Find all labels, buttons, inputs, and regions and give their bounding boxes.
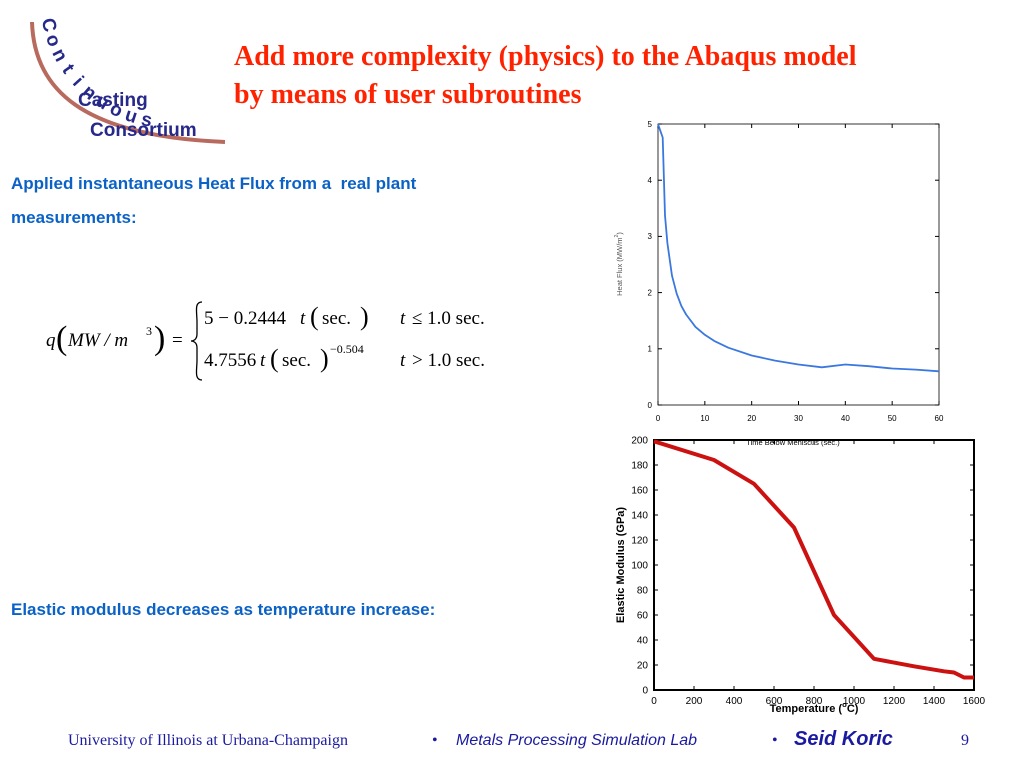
footer-bullet: •: [432, 732, 438, 749]
x-tick-label: 1200: [883, 696, 906, 707]
x-tick-label: 800: [806, 696, 823, 707]
x-tick-label: 0: [656, 414, 661, 423]
x-axis-label: Temperature (oC): [770, 700, 859, 715]
x-tick-label: 1400: [923, 696, 946, 707]
equation-units-exponent: 3: [146, 324, 152, 338]
x-tick-label: 0: [651, 696, 657, 707]
slide-footer: University of Illinois at Urbana-Champai…: [0, 728, 1024, 758]
y-axis-label: Heat Flux (MW/m2): [614, 232, 624, 296]
y-tick-label: 200: [631, 436, 648, 447]
equation-units: MW / m: [68, 330, 129, 351]
equation-equals: =: [172, 330, 183, 351]
x-tick-label: 40: [841, 414, 850, 423]
y-tick-label: 2: [648, 288, 653, 297]
slide-title-line-1: Add more complexity (physics) to the Aba…: [234, 41, 857, 72]
footer-bullet: •: [772, 732, 778, 749]
heat-flux-chart: 0102030405060012345Time Below Meniscus (…: [614, 120, 944, 423]
logo-arc: [30, 21, 226, 144]
equation-case2-rparen: ): [320, 344, 329, 373]
equation-case1-condition-t: t: [400, 308, 406, 329]
equation-lparen: (: [56, 320, 68, 357]
heat-flux-equation: q ( MW / m 3 ) = 5 − 0.2444 t ( sec. ) t…: [38, 300, 558, 382]
heat-flux-description-line-2: measurements:: [11, 208, 137, 227]
y-tick-label: 20: [637, 661, 649, 672]
footer-university: University of Illinois at Urbana-Champai…: [68, 732, 348, 749]
heat-flux-description-line-1: Applied instantaneous Heat Flux from a r…: [11, 174, 417, 193]
elastic-modulus-description: Elastic modulus decreases as temperature…: [11, 600, 436, 619]
equation-rparen: ): [154, 320, 166, 357]
slide-title: Add more complexity (physics) to the Aba…: [234, 38, 1014, 114]
y-tick-label: 60: [637, 611, 649, 622]
equation-case1-lparen: (: [310, 302, 319, 331]
equation-case2-condition-t: t: [400, 350, 406, 371]
logo-letter: n: [47, 45, 71, 65]
logo-letter: C: [37, 18, 61, 34]
x-tick-label: 10: [700, 414, 709, 423]
equation-case2-t: t: [260, 350, 266, 371]
heat-flux-x-axis-label-overlap: Time Below Meniscus (sec.): [746, 438, 840, 447]
equation-q: q: [46, 330, 56, 351]
x-tick-label: 50: [888, 414, 897, 423]
equation-case2-exponent: −0.504: [330, 342, 364, 356]
equation-case2-expression: 4.7556: [204, 350, 257, 371]
footer-lab-name: Metals Processing Simulation Lab: [456, 732, 698, 749]
equation-case2-unit: sec.: [282, 350, 312, 371]
plot-frame: [653, 439, 975, 691]
logo-word-consortium: Consortium: [90, 120, 197, 141]
y-tick-label: 140: [631, 511, 648, 522]
y-tick-label: 0: [648, 401, 653, 410]
y-tick-label: 1: [648, 345, 653, 354]
y-axis-label: Elastic Modulus (GPa): [615, 507, 627, 623]
x-tick-label: 200: [686, 696, 703, 707]
logo-letter: s: [139, 109, 153, 132]
data-series-line: [657, 123, 940, 373]
y-tick-label: 5: [648, 120, 653, 129]
equation-case1-condition: ≤ 1.0 sec.: [412, 308, 485, 329]
y-tick-label: 3: [648, 232, 653, 241]
equation-brace: [190, 301, 203, 381]
x-tick-label: 400: [726, 696, 743, 707]
logo-letter: i: [68, 73, 87, 91]
y-tick-label: 120: [631, 536, 648, 547]
y-tick-label: 180: [631, 461, 648, 472]
equation-case1-unit: sec.: [322, 308, 352, 329]
y-tick-label: 4: [648, 176, 653, 185]
y-tick-label: 0: [642, 686, 648, 697]
x-tick-label: 1600: [963, 696, 986, 707]
x-tick-label: 60: [935, 414, 944, 423]
x-tick-label: 1000: [843, 696, 866, 707]
elastic-modulus-chart: 0 200 400 600 800 1000 1200 1400 1600 0 20 40 60 80 10…: [615, 436, 986, 716]
equation-case1-t: t: [300, 308, 306, 329]
data-series-line: [653, 439, 974, 680]
logo-word-casting: Casting: [78, 90, 148, 111]
equation-case2-condition: > 1.0 sec.: [412, 350, 485, 371]
slide-title-line-2: by means of user subroutines: [234, 79, 582, 110]
x-tick-label: 600: [766, 696, 783, 707]
plot-frame: [657, 123, 940, 406]
footer-author: Seid Koric: [794, 728, 893, 750]
logo-letter: t: [57, 60, 78, 78]
x-tick-label: 30: [794, 414, 803, 423]
y-tick-label: 40: [637, 636, 649, 647]
y-tick-label: 160: [631, 486, 648, 497]
x-tick-label: 20: [747, 414, 756, 423]
equation-case2-lparen: (: [270, 344, 279, 373]
y-tick-label: 80: [637, 586, 649, 597]
heat-flux-description: Applied instantaneous Heat Flux from a r…: [11, 167, 581, 235]
page-number: 9: [961, 732, 969, 749]
equation-case1-rparen: ): [360, 302, 369, 331]
equation-case1-expression: 5 − 0.2444: [204, 308, 286, 329]
y-tick-label: 100: [631, 561, 648, 572]
